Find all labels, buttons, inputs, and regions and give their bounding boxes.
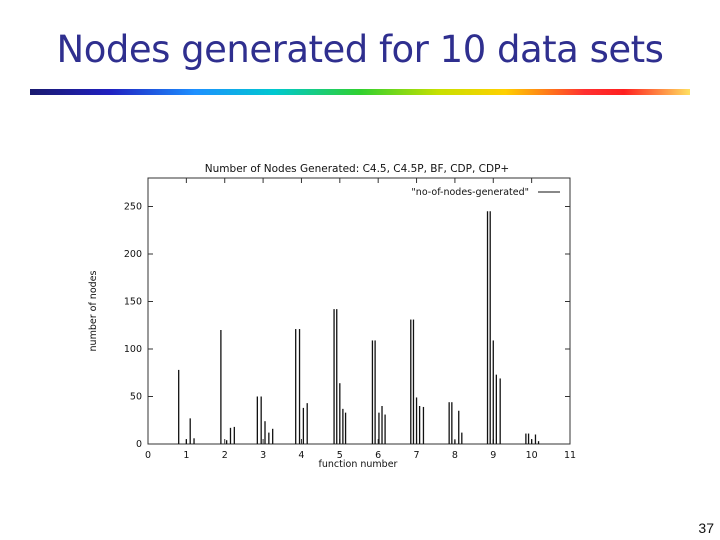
x-tick-label: 11 <box>564 450 576 461</box>
plot-frame <box>147 177 571 445</box>
y-tick-label: 250 <box>124 202 142 213</box>
chart-title: Number of Nodes Generated: C4.5, C4.5P, … <box>205 163 509 175</box>
y-tick-label: 50 <box>130 392 142 403</box>
x-tick-label: 1 <box>183 450 189 461</box>
x-tick-label: 6 <box>375 450 381 461</box>
x-tick-label: 8 <box>452 450 458 461</box>
x-axis-ticks: 0 1 2 3 4 5 6 7 8 9 10 11 <box>145 178 576 461</box>
x-tick-label: 9 <box>490 450 496 461</box>
x-tick-label: 4 <box>298 450 304 461</box>
x-tick-label: 7 <box>414 450 420 461</box>
data-bars <box>178 211 540 444</box>
legend-label: "no-of-nodes-generated" <box>411 187 529 198</box>
title-rainbow-rule <box>30 89 690 95</box>
x-tick-label: 2 <box>222 450 228 461</box>
y-axis-ticks: 0 50 100 150 200 250 <box>124 202 570 450</box>
y-axis-label: number of nodes <box>88 270 99 351</box>
x-tick-label: 0 <box>145 450 151 461</box>
y-tick-label: 100 <box>124 344 142 355</box>
x-tick-label: 10 <box>526 450 538 461</box>
x-axis-label: function number <box>319 459 398 470</box>
y-tick-label: 150 <box>124 297 142 308</box>
y-tick-label: 200 <box>124 249 142 260</box>
slide-title: Nodes generated for 10 data sets <box>56 28 664 71</box>
y-tick-label: 0 <box>136 439 142 450</box>
x-tick-label: 3 <box>260 450 266 461</box>
x-tick-label: 5 <box>337 450 343 461</box>
page-number: 37 <box>698 520 714 536</box>
